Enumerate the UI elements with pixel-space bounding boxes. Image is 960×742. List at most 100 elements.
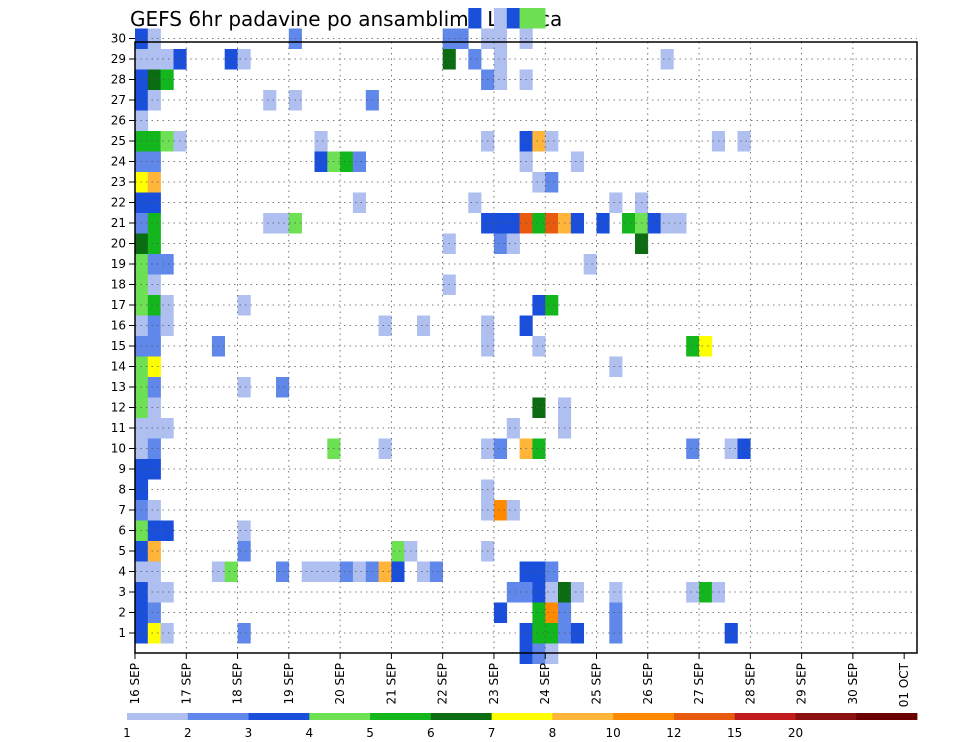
- heatmap-cell: [737, 131, 751, 152]
- legend-label: 3: [245, 726, 253, 740]
- heatmap-cell: [686, 336, 700, 357]
- heatmap-cell: [532, 561, 546, 582]
- y-tick-label: 27: [111, 93, 126, 107]
- heatmap-cell: [570, 582, 584, 603]
- chart-title: GEFS 6hr padavine po ansamblima Loznica: [130, 7, 562, 31]
- heatmap-cell: [314, 151, 328, 172]
- plot-frame: [134, 41, 918, 654]
- y-tick-label: 17: [111, 298, 126, 312]
- heatmap-cell: [417, 315, 431, 336]
- heatmap-cell: [532, 213, 546, 234]
- x-tick-label: 17 SEP: [179, 663, 193, 705]
- heatmap-cell: [147, 131, 161, 152]
- legend-label: 12: [666, 726, 681, 740]
- heatmap-cell: [378, 315, 392, 336]
- y-tick-label: 28: [111, 73, 126, 87]
- grid-lines: [135, 38, 917, 653]
- heatmap-cell: [532, 582, 546, 603]
- heatmap-cell: [417, 561, 431, 582]
- heatmap-cell: [506, 500, 520, 521]
- heatmap-cell: [314, 561, 328, 582]
- heatmap-cell: [699, 336, 713, 357]
- heatmap-cell: [147, 28, 161, 49]
- heatmap-cell: [147, 602, 161, 623]
- heatmap-cell: [237, 520, 251, 541]
- heatmap-cell: [147, 582, 161, 603]
- heatmap-cell: [494, 69, 508, 90]
- legend-label: 2: [184, 726, 192, 740]
- heatmap-cell: [468, 8, 482, 29]
- y-tick-label: 16: [111, 319, 126, 333]
- heatmap-cell: [147, 418, 161, 439]
- heatmap-cell: [160, 49, 174, 70]
- legend-label: 4: [305, 726, 313, 740]
- y-tick-label: 22: [111, 196, 126, 210]
- y-tick-label: 6: [118, 524, 126, 538]
- heatmap-cell: [237, 541, 251, 562]
- heatmap-cell: [699, 582, 713, 603]
- y-tick-label: 14: [111, 360, 126, 374]
- heatmap-cell: [237, 49, 251, 70]
- y-tick-label: 11: [111, 421, 126, 435]
- heatmap-cell: [647, 213, 661, 234]
- heatmap-cell: [147, 172, 161, 193]
- y-tick-label: 30: [111, 32, 126, 46]
- heatmap-cell: [724, 438, 738, 459]
- heatmap-cell: [494, 213, 508, 234]
- heatmap-cell: [160, 254, 174, 275]
- heatmap-cell: [147, 541, 161, 562]
- heatmap-cell: [160, 315, 174, 336]
- x-tick-label: 16 SEP: [128, 663, 142, 705]
- y-tick-label: 26: [111, 114, 126, 128]
- heatmap-cell: [609, 582, 623, 603]
- heatmap-cell: [224, 561, 238, 582]
- heatmap-cell: [494, 49, 508, 70]
- heatmap-cell: [494, 28, 508, 49]
- heatmap-cell: [468, 49, 482, 70]
- legend-swatch: [856, 713, 918, 720]
- heatmap-cell: [532, 602, 546, 623]
- heatmap-cell: [532, 336, 546, 357]
- heatmap-cell: [147, 500, 161, 521]
- heatmap-cell: [147, 315, 161, 336]
- y-tick-label: 20: [111, 237, 126, 251]
- heatmap-cell: [532, 172, 546, 193]
- heatmap-cell: [494, 8, 508, 29]
- heatmap-cell: [263, 213, 277, 234]
- heatmap-cell: [378, 561, 392, 582]
- y-tick-label: 24: [111, 155, 126, 169]
- x-tick-label: 30 SEP: [846, 663, 860, 705]
- heatmap-cell: [147, 356, 161, 377]
- heatmap-cell: [686, 438, 700, 459]
- heatmap-cell: [532, 131, 546, 152]
- legend-swatch: [309, 713, 371, 720]
- legend-swatch: [613, 713, 675, 720]
- heatmap-cell: [583, 254, 597, 275]
- y-tick-label: 15: [111, 339, 126, 353]
- legend-label: 1: [123, 726, 131, 740]
- heatmap-cell: [570, 151, 584, 172]
- y-tick-label: 12: [111, 401, 126, 415]
- legend-swatch: [552, 713, 614, 720]
- heatmap-cell: [609, 623, 623, 644]
- heatmap-cell: [147, 254, 161, 275]
- heatmap-cell: [147, 90, 161, 111]
- heatmap-cell: [237, 295, 251, 316]
- heatmap-cell: [609, 192, 623, 213]
- heatmap-cell: [724, 623, 738, 644]
- heatmap-cell: [609, 602, 623, 623]
- heatmap-cell: [506, 582, 520, 603]
- heatmap-cell: [468, 192, 482, 213]
- x-tick-label: 29 SEP: [795, 663, 809, 705]
- heatmap-cell: [609, 356, 623, 377]
- x-tick-label: 01 OCT: [897, 662, 911, 707]
- heatmap-cell: [660, 49, 674, 70]
- x-tick-label: 19 SEP: [282, 663, 296, 705]
- heatmap-cell: [276, 561, 290, 582]
- y-tick-label: 25: [111, 134, 126, 148]
- heatmap-cell: [545, 623, 559, 644]
- heatmap-cell: [147, 397, 161, 418]
- legend-label: 6: [427, 726, 435, 740]
- legend-swatch: [127, 713, 189, 720]
